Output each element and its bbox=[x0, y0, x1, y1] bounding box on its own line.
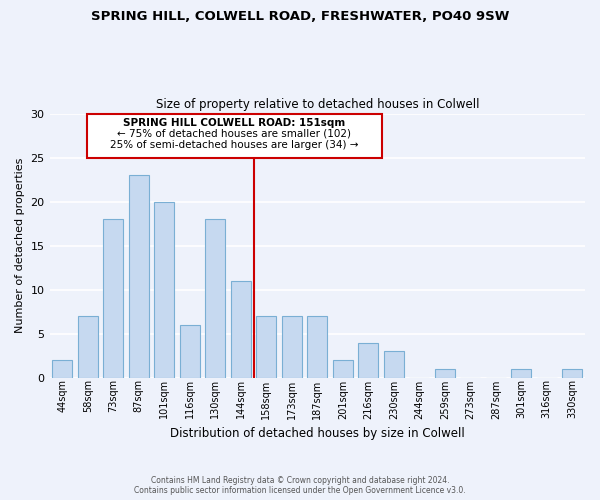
Bar bbox=[77, 316, 98, 378]
Bar bbox=[179, 325, 200, 378]
Text: ← 75% of detached houses are smaller (102): ← 75% of detached houses are smaller (10… bbox=[117, 128, 351, 138]
Bar bbox=[562, 369, 583, 378]
Bar bbox=[307, 316, 328, 378]
Bar bbox=[230, 281, 251, 378]
Bar bbox=[205, 220, 226, 378]
Bar bbox=[154, 202, 175, 378]
Text: Contains HM Land Registry data © Crown copyright and database right 2024.: Contains HM Land Registry data © Crown c… bbox=[151, 476, 449, 485]
Bar bbox=[128, 175, 149, 378]
Title: Size of property relative to detached houses in Colwell: Size of property relative to detached ho… bbox=[155, 98, 479, 111]
Bar bbox=[281, 316, 302, 378]
Bar bbox=[256, 316, 277, 378]
Text: SPRING HILL COLWELL ROAD: 151sqm: SPRING HILL COLWELL ROAD: 151sqm bbox=[123, 118, 346, 128]
Bar bbox=[332, 360, 353, 378]
Bar bbox=[52, 360, 73, 378]
Y-axis label: Number of detached properties: Number of detached properties bbox=[15, 158, 25, 334]
Bar bbox=[103, 220, 124, 378]
Text: SPRING HILL, COLWELL ROAD, FRESHWATER, PO40 9SW: SPRING HILL, COLWELL ROAD, FRESHWATER, P… bbox=[91, 10, 509, 23]
Bar bbox=[383, 352, 404, 378]
Bar bbox=[434, 369, 455, 378]
Text: 25% of semi-detached houses are larger (34) →: 25% of semi-detached houses are larger (… bbox=[110, 140, 359, 149]
X-axis label: Distribution of detached houses by size in Colwell: Distribution of detached houses by size … bbox=[170, 427, 464, 440]
Bar bbox=[511, 369, 532, 378]
Text: Contains public sector information licensed under the Open Government Licence v3: Contains public sector information licen… bbox=[134, 486, 466, 495]
Bar bbox=[358, 342, 379, 378]
